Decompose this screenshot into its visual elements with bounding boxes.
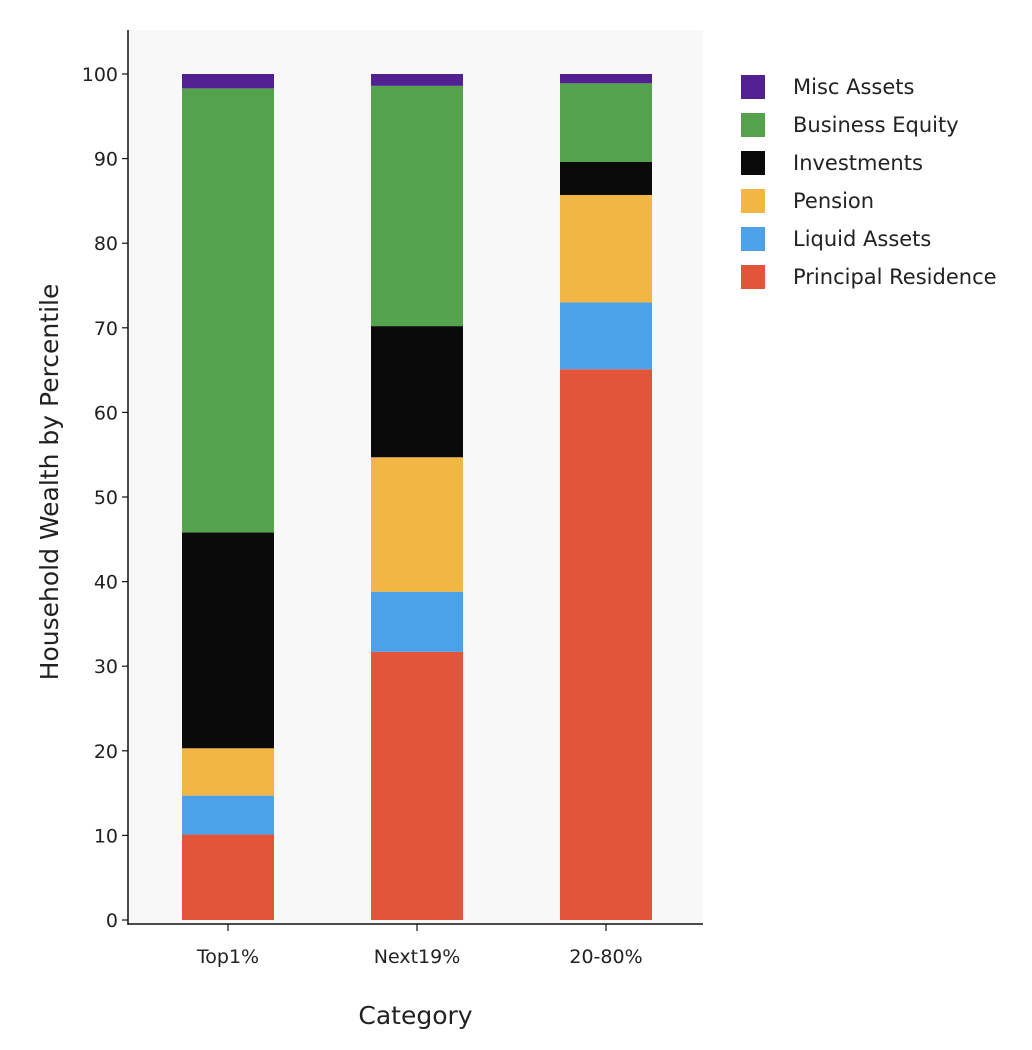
y-tick-label-10: 10 (94, 825, 118, 847)
bar-next19-business-equity (371, 85, 463, 327)
bar-next19-principal-residence (371, 651, 463, 920)
bar-top1-investments (182, 532, 274, 749)
bar-top1-business-equity (182, 88, 274, 533)
y-tick-label-90: 90 (94, 149, 118, 171)
x-axis-title: Category (358, 1001, 472, 1030)
bars-group (182, 74, 652, 920)
y-tick-label-60: 60 (94, 402, 118, 424)
legend-swatch-principal-residence (741, 265, 765, 289)
legend: Misc Assets Business Equity Investments Pen… (741, 75, 997, 289)
legend-swatch-liquid-assets (741, 227, 765, 251)
y-tick-label-80: 80 (94, 233, 118, 255)
bar-20-80-misc-assets (560, 74, 652, 84)
x-tick-label-next19: Next19% (374, 946, 461, 968)
legend-swatch-investments (741, 151, 765, 175)
legend-label-misc-assets: Misc Assets (793, 75, 914, 99)
x-tick-label-20-80: 20-80% (569, 946, 642, 968)
x-tick-label-top1: Top1% (196, 946, 259, 968)
y-tick-label-20: 20 (94, 741, 118, 763)
axes-group: 0 10 20 30 40 50 60 70 80 90 100 Top1% Next19% 20-80% (82, 30, 703, 968)
bar-next19-misc-assets (371, 74, 463, 86)
bar-next19-investments (371, 326, 463, 458)
y-tick-label-100: 100 (82, 64, 118, 86)
legend-swatch-pension (741, 189, 765, 213)
y-tick-label-0: 0 (106, 910, 118, 932)
y-tick-label-40: 40 (94, 572, 118, 594)
legend-swatch-misc-assets (741, 75, 765, 99)
bar-20-80-pension (560, 194, 652, 303)
legend-label-principal-residence: Principal Residence (793, 265, 997, 289)
legend-label-pension: Pension (793, 189, 874, 213)
bar-20-80-business-equity (560, 83, 652, 162)
bar-top1-principal-residence (182, 834, 274, 920)
legend-label-business-equity: Business Equity (793, 113, 959, 137)
legend-label-investments: Investments (793, 151, 923, 175)
y-tick-label-70: 70 (94, 318, 118, 340)
bar-20-80-principal-residence (560, 369, 652, 920)
y-tick-label-50: 50 (94, 487, 118, 509)
bar-next19-pension (371, 457, 463, 592)
bar-20-80-investments (560, 161, 652, 195)
bar-top1-misc-assets (182, 74, 274, 89)
bar-next19-liquid-assets (371, 591, 463, 652)
bar-top1-pension (182, 748, 274, 796)
bar-top1-liquid-assets (182, 795, 274, 835)
y-axis-title: Household Wealth by Percentile (35, 284, 64, 681)
legend-label-liquid-assets: Liquid Assets (793, 227, 931, 251)
y-tick-label-30: 30 (94, 656, 118, 678)
legend-swatch-business-equity (741, 113, 765, 137)
bar-20-80-liquid-assets (560, 302, 652, 370)
